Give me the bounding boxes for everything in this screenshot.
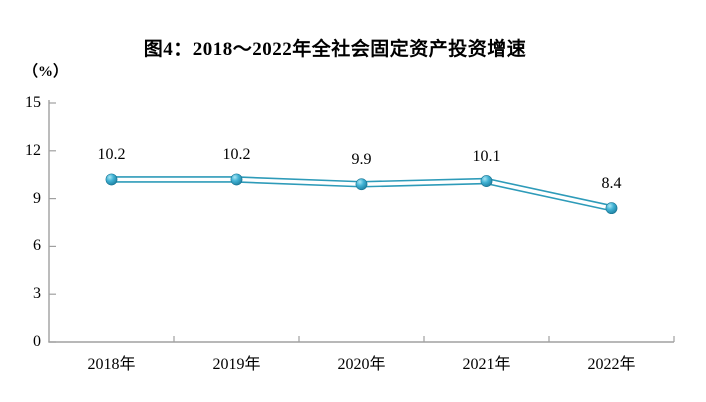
y-axis-unit-label: （%） bbox=[23, 64, 69, 80]
data-point-marker bbox=[355, 178, 368, 191]
data-point-marker bbox=[605, 202, 618, 215]
chart-title: 图4：2018～2022年全社会固定资产投资增速 bbox=[143, 39, 527, 60]
data-point-marker bbox=[480, 175, 493, 187]
data-point-marker bbox=[105, 173, 118, 186]
data-point-marker bbox=[230, 173, 243, 186]
